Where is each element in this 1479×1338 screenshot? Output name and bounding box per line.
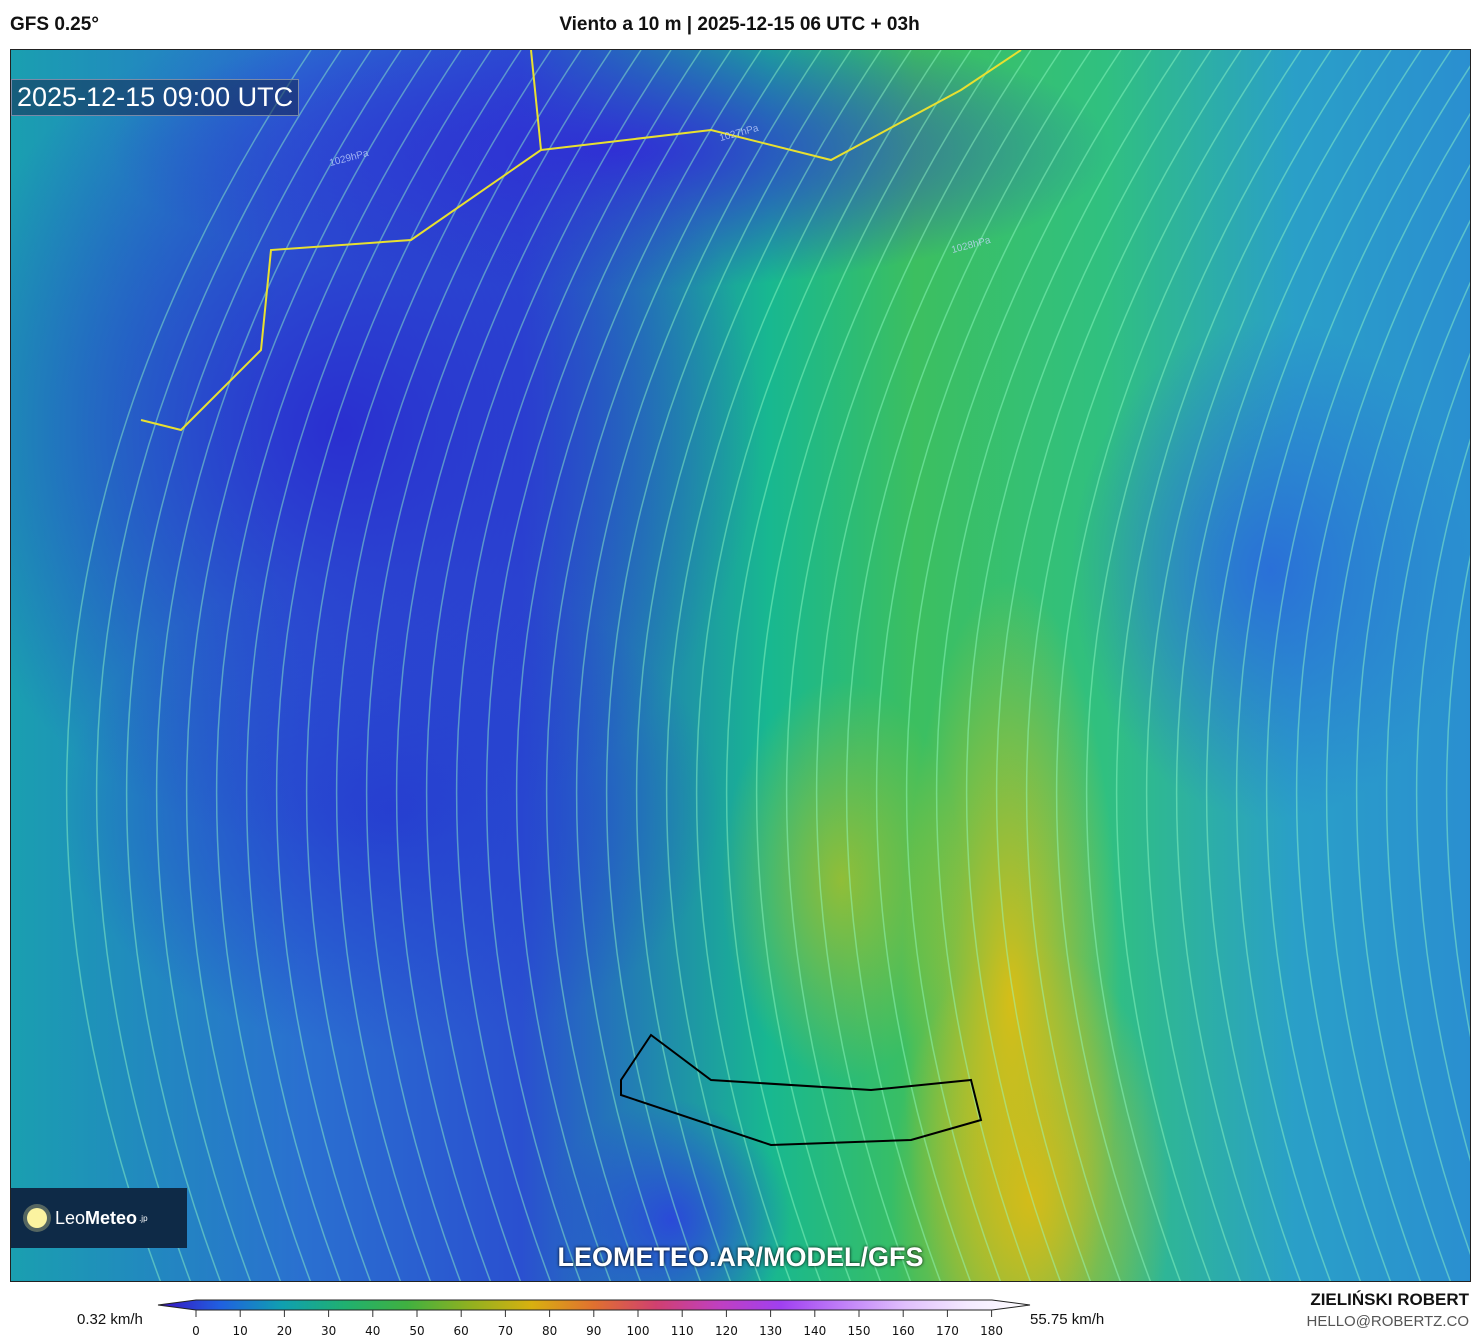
legend-tick: 120: [714, 1324, 738, 1338]
legend-tick: 160: [891, 1324, 915, 1338]
legend-tick: 140: [803, 1324, 827, 1338]
streamline: [905, 50, 1152, 1281]
streamline: [1295, 163, 1470, 1281]
author-credit: ZIELIŃSKI ROBERT: [1310, 1290, 1469, 1309]
streamline: [515, 50, 762, 1281]
sun-icon: [27, 1208, 47, 1228]
streamline: [455, 50, 702, 1281]
streamline: [275, 50, 522, 1281]
streamline: [605, 50, 852, 1281]
streamline: [1235, 65, 1470, 1281]
streamline: [1085, 50, 1332, 1281]
border-line: [540, 50, 1022, 162]
streamline: [785, 50, 1032, 1281]
legend-tick: 110: [670, 1324, 694, 1338]
legend-tick: 10: [232, 1324, 248, 1338]
streamline: [755, 50, 1002, 1281]
streamline: [65, 50, 312, 1281]
wind-map[interactable]: 1029hPa 1027hPa 1028hPa 2025-12-15 09:00…: [10, 49, 1471, 1282]
streamline: [185, 50, 432, 1281]
streamline: [635, 50, 882, 1281]
streamline: [695, 50, 942, 1281]
colorbar-bar: [157, 1299, 1031, 1311]
coastline-crete: [620, 1033, 983, 1147]
streamline: [575, 50, 822, 1281]
watermark-url: LEOMETEO.AR/MODEL/GFS: [557, 1242, 924, 1272]
streamline: [245, 50, 492, 1281]
legend-min: 0.32 km/h: [77, 1311, 143, 1328]
streamline: [485, 50, 732, 1281]
streamline: [155, 50, 402, 1281]
streamline: [1175, 50, 1422, 1281]
streamline: [935, 50, 1182, 1281]
streamline: [1055, 50, 1302, 1281]
legend-tick: 90: [586, 1324, 602, 1338]
streamline: [845, 50, 1092, 1281]
colorbar: [157, 1299, 1031, 1317]
legend-tick: 100: [626, 1324, 650, 1338]
legend-tick: 80: [541, 1324, 558, 1338]
legend-tick: 180: [980, 1324, 1004, 1338]
valid-time-label: 2025-12-15 09:00 UTC: [11, 79, 300, 116]
streamline: [1445, 555, 1470, 1038]
streamline: [395, 50, 642, 1281]
streamline: [1265, 112, 1470, 1281]
streamline: [1025, 50, 1272, 1281]
leometeo-logo[interactable]: Leo Meteo .jp: [11, 1188, 187, 1248]
legend-tick: 170: [935, 1324, 959, 1338]
legend-tick: 0: [192, 1324, 200, 1338]
streamline: [215, 50, 462, 1281]
streamline: [725, 50, 972, 1281]
legend-tick: 60: [453, 1324, 469, 1338]
streamline: [815, 50, 1062, 1281]
legend-tick: 40: [365, 1324, 381, 1338]
streamline: [1205, 50, 1452, 1281]
streamline: [875, 50, 1122, 1281]
streamline: [665, 50, 912, 1281]
streamline: [1325, 219, 1470, 1281]
streamlines-layer: [65, 50, 1470, 1281]
streamline: [425, 50, 672, 1281]
streamline: [1355, 281, 1470, 1281]
streamline: [1385, 352, 1470, 1255]
legend-tick: 150: [847, 1324, 871, 1338]
streamline: [1415, 438, 1470, 1162]
streamline: [335, 50, 582, 1281]
legend-max: 55.75 km/h: [1030, 1311, 1105, 1328]
streamline: [95, 50, 342, 1281]
streamline: [545, 50, 792, 1281]
streamline: [305, 50, 552, 1281]
chart-title: Viento a 10 m | 2025-12-15 06 UTC + 03h: [559, 14, 920, 35]
legend-tick: 20: [276, 1324, 293, 1338]
model-name: GFS 0.25°: [10, 14, 99, 35]
streamline: [995, 50, 1242, 1281]
streamline: [365, 50, 612, 1281]
legend-tick: 30: [320, 1324, 337, 1338]
streamline: [965, 50, 1212, 1281]
legend-tick: 130: [759, 1324, 783, 1338]
legend-tick: 50: [409, 1324, 425, 1338]
legend-tick: 70: [497, 1324, 514, 1338]
streamline: [125, 50, 372, 1281]
streamline: [1145, 50, 1392, 1281]
streamline: [1115, 50, 1362, 1281]
author-email: HELLO@ROBERTZ.CO: [1306, 1313, 1469, 1330]
